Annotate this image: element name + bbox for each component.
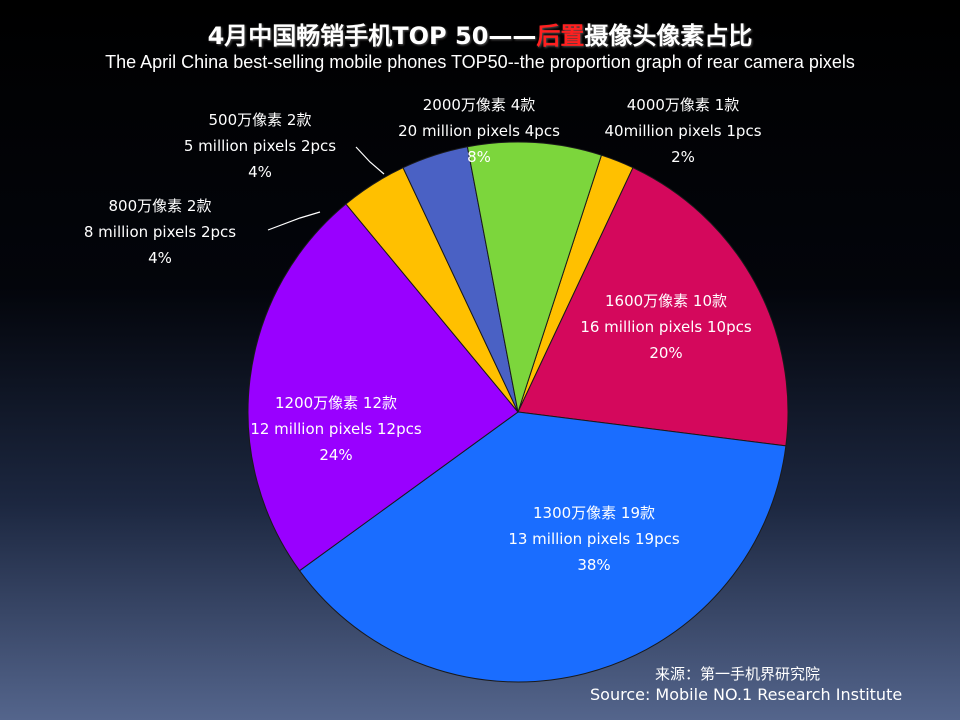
source-chinese: 来源：第一手机界研究院 <box>655 665 821 683</box>
slice-label-20m-line-1: 2000万像素 4款 <box>423 96 536 114</box>
slice-label-40m: 4000万像素 1款 40million pixels 1pcs 2% <box>604 96 761 166</box>
slice-label-13m-line-1: 1300万像素 19款 <box>533 504 655 522</box>
pie-slice-13m <box>298 411 787 683</box>
slice-label-13m-line-3: 38% <box>577 556 610 574</box>
slice-label-40m-line-2: 40million pixels 1pcs <box>604 122 761 140</box>
slice-label-8m: 800万像素 2款 8 million pixels 2pcs 4% <box>84 197 236 267</box>
leader-line-8m <box>267 211 321 231</box>
slice-label-40m-line-3: 2% <box>671 148 695 166</box>
slice-label-5m-line-2: 5 million pixels 2pcs <box>184 137 336 155</box>
slice-label-20m-line-2: 20 million pixels 4pcs <box>398 122 560 140</box>
slice-label-12m-line-2: 12 million pixels 12pcs <box>250 420 422 438</box>
slice-label-12m-line-1: 1200万像素 12款 <box>275 394 397 412</box>
slice-label-8m-line-2: 8 million pixels 2pcs <box>84 223 236 241</box>
slice-label-16m-line-2: 16 million pixels 10pcs <box>580 318 752 336</box>
slice-label-8m-line-1: 800万像素 2款 <box>109 197 212 215</box>
slice-label-40m-line-1: 4000万像素 1款 <box>627 96 740 114</box>
slice-label-16m-line-3: 20% <box>649 344 682 362</box>
slice-label-12m: 1200万像素 12款 12 million pixels 12pcs 24% <box>250 394 422 464</box>
slice-label-8m-line-3: 4% <box>148 249 172 267</box>
pie-slice-20m <box>466 141 603 413</box>
slice-label-12m-line-3: 24% <box>319 446 352 464</box>
title-part-1: 4月中国畅销手机TOP 50—— <box>207 22 537 50</box>
chart-title: 4月中国畅销手机TOP 50——后置摄像头像素占比 <box>0 16 960 51</box>
slice-label-16m: 1600万像素 10款 16 million pixels 10pcs 20% <box>580 292 752 362</box>
source-english: Source: Mobile NO.1 Research Institute <box>590 685 903 704</box>
slice-label-5m-line-3: 4% <box>248 163 272 181</box>
slice-label-13m-line-2: 13 million pixels 19pcs <box>508 530 680 548</box>
slice-label-20m: 2000万像素 4款 20 million pixels 4pcs 8% <box>398 96 560 166</box>
pie-slice-16m <box>517 167 789 447</box>
title-highlight: 后置 <box>536 22 585 50</box>
pie-slice-12m <box>247 203 519 572</box>
slice-label-13m: 1300万像素 19款 13 million pixels 19pcs 38% <box>508 504 680 574</box>
slice-label-5m-line-1: 500万像素 2款 <box>209 111 312 129</box>
chart-subtitle: The April China best-selling mobile phon… <box>105 52 855 72</box>
leader-line-5m <box>355 146 385 175</box>
slice-label-20m-line-3: 8% <box>467 148 491 166</box>
title-part-2: 摄像头像素占比 <box>584 22 753 50</box>
slice-label-5m: 500万像素 2款 5 million pixels 2pcs 4% <box>184 111 336 181</box>
slice-label-16m-line-1: 1600万像素 10款 <box>605 292 727 310</box>
